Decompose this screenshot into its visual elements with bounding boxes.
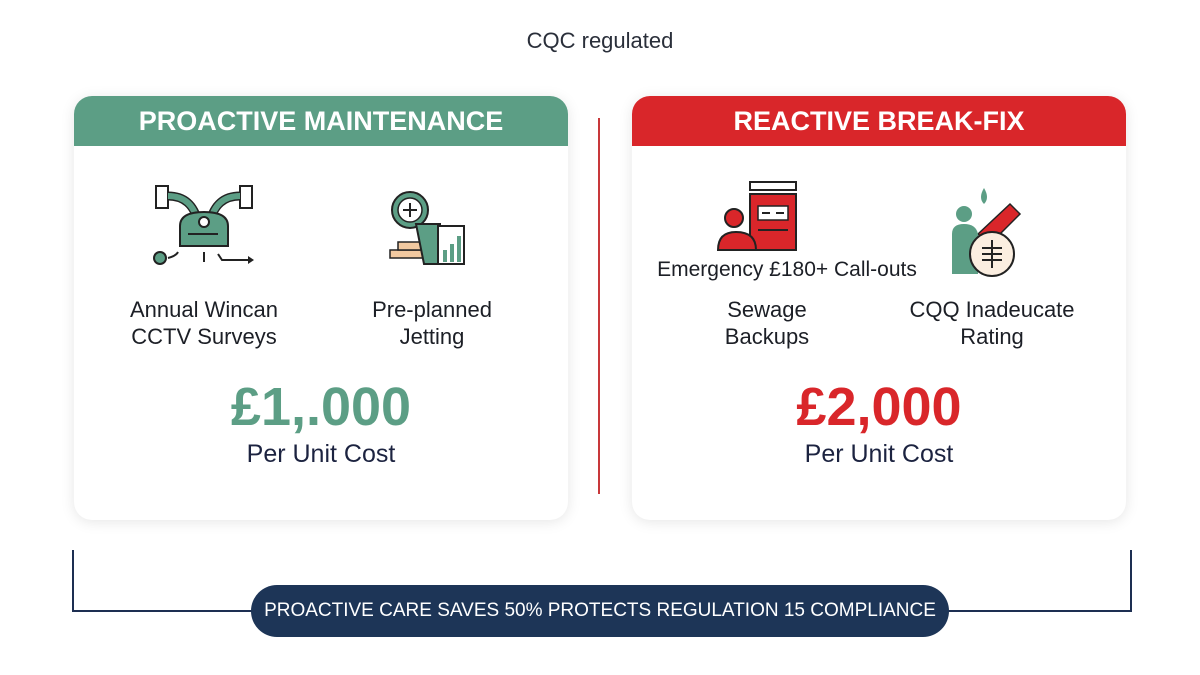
rating-label-line2: Rating [960,324,1024,349]
jetting-label-line2: Jetting [399,324,465,349]
sewage-label-line2: Backups [724,324,810,349]
emergency-person-icon [716,181,797,251]
proactive-price: £1,.000 [230,377,412,437]
reactive-title: REACTIVE BREAK-FIX [632,96,1126,146]
proactive-title: PROACTIVE MAINTENANCE [74,96,568,146]
survey-label-line2: CCTV Surveys [131,324,277,349]
reactive-price: £2,000 [796,377,962,437]
reactive-price-label: Per Unit Cost [804,440,954,468]
planning-chart-icon [389,191,465,265]
cctv-robot-icon [153,185,254,265]
sewage-label-line1: Sewage [727,297,807,322]
divider [598,118,600,494]
subtitle: CQC regulated [526,28,674,53]
jetting-label-line1: Pre-planned [372,297,492,322]
summary-banner: PROACTIVE CARE SAVES 50% PROTECTS REGULA… [251,585,949,637]
emergency-callout: Emergency £180+ Call-outs [657,258,917,281]
reactive-card: REACTIVE BREAK-FIX Emergency £180+ Call-… [632,96,1126,520]
survey-label-line1: Annual Wincan [130,297,278,322]
rating-label-line1: CQQ Inadeucate [909,297,1075,322]
rating-coin-icon [952,188,1022,277]
proactive-price-label: Per Unit Cost [246,440,396,468]
proactive-card: PROACTIVE MAINTENANCE Annual Wincan CCTV… [74,96,568,520]
